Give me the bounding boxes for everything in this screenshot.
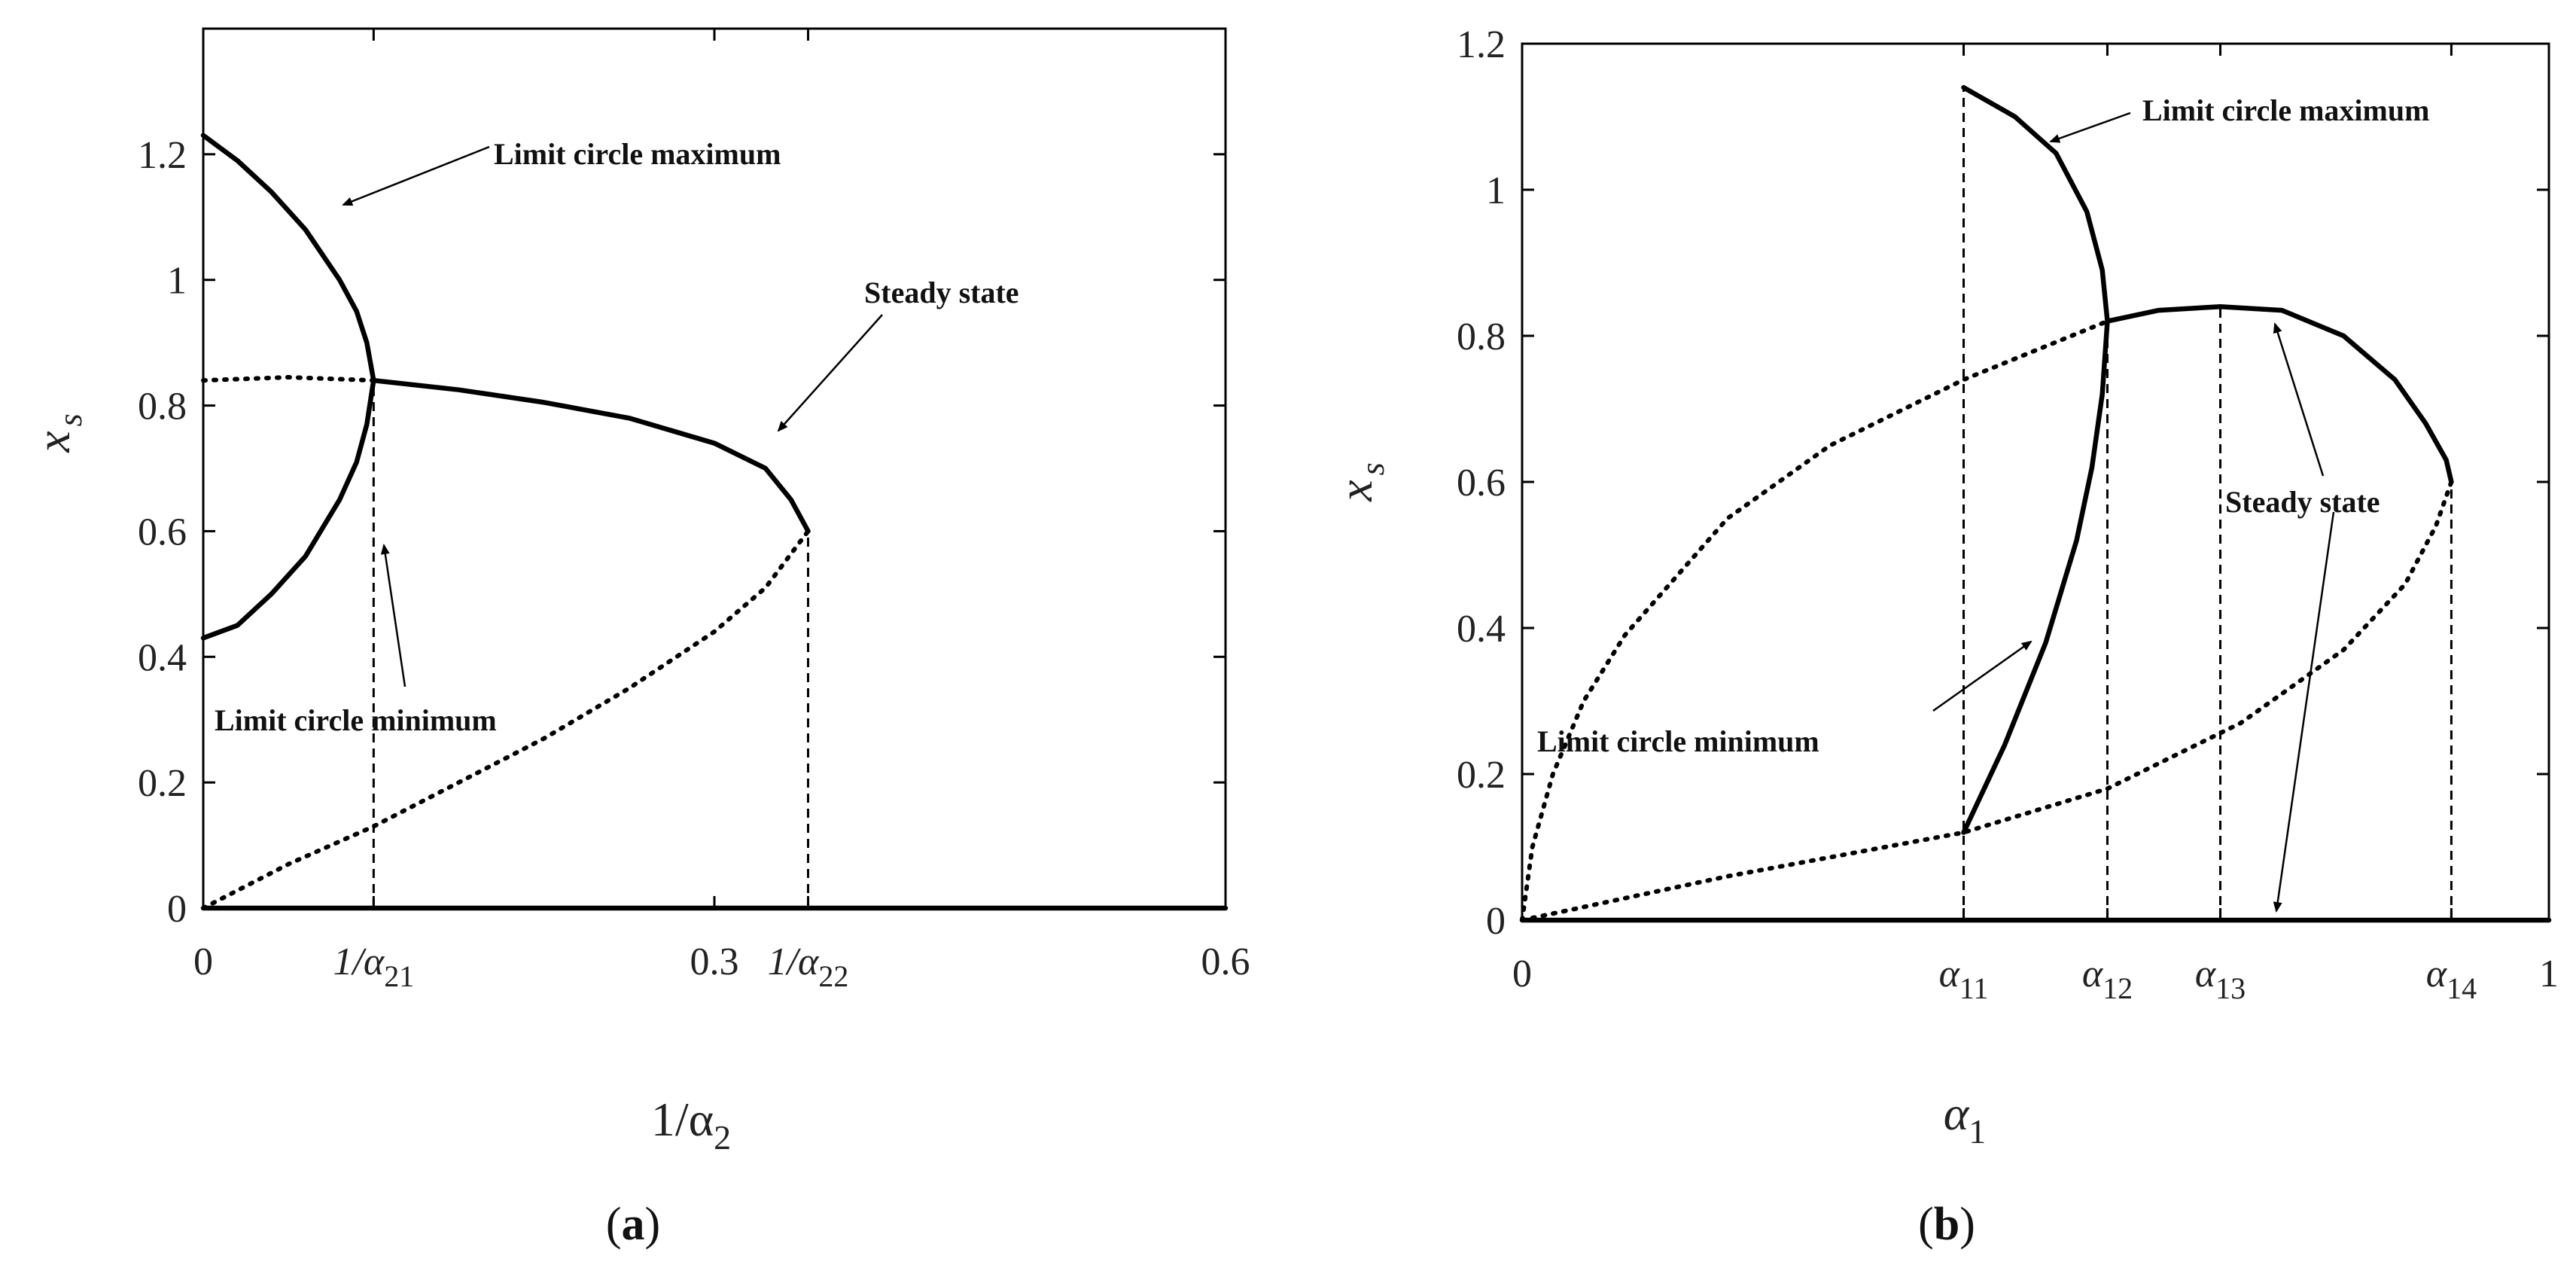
panel-a-y-tick-label: 0.4: [138, 636, 187, 679]
panel-a-x-axis-label: 1/α2: [651, 1093, 731, 1157]
panel-a-series-line-3: [201, 375, 376, 383]
panel-b-series-line-4: [1520, 319, 2110, 922]
panel-b-caption: (b): [1918, 1199, 1975, 1250]
panel-b-x-tick-label: α12: [2082, 953, 2133, 1005]
panel-a-guide-lines: [372, 380, 809, 908]
panel-a-caption: (a): [606, 1199, 660, 1250]
panel-b-series: [1519, 84, 2552, 923]
panel-b-series-line-2: [1961, 319, 2110, 835]
panel-b-y-tick-label: 1: [1486, 169, 1506, 212]
panel-a-x-tick-label: 0: [193, 940, 213, 983]
panel-a-y-tick-label: 0: [167, 888, 187, 931]
panel-a-x-tick-label: 1/α21: [333, 940, 414, 993]
panel-a-annotation-max: Limit circle maximum: [342, 137, 781, 206]
panel-a-series-line-4: [371, 377, 811, 534]
svg-text:Limit circle minimum: Limit circle minimum: [215, 703, 497, 737]
panel-a-x-tick-label: 0.6: [1201, 940, 1250, 983]
panel-b-annotation-steady: Steady state: [2225, 322, 2380, 913]
panel-b-annotation-max: Limit circle maximum: [2049, 93, 2429, 143]
panel-b-y-tick-label: 0.8: [1457, 316, 1506, 358]
panel-a-y-axis-label: xs: [26, 413, 89, 453]
svg-text:Limit circle minimum: Limit circle minimum: [1537, 724, 1819, 758]
panel-b-y-tick-label: 0: [1486, 900, 1506, 943]
panel-b-guide-lines: [1962, 87, 2453, 920]
panel-a-y-tick-label: 1: [167, 260, 187, 303]
panel-b-x-tick-label: α13: [2195, 953, 2246, 1005]
panel-b-y-tick-label: 0.6: [1457, 462, 1506, 504]
panel-a-series-line-5: [201, 529, 811, 910]
panel-b-x-tick-label: α11: [1939, 953, 1989, 1005]
panel-b-series-line-1: [1961, 84, 2110, 324]
panel-b-y-tick-label: 1.2: [1457, 23, 1506, 66]
panel-a-series-line-1: [200, 133, 376, 383]
panel-a-series: [200, 133, 1229, 911]
panel-b-plot-frame: [1521, 42, 2550, 922]
panel-a-y-tick-label: 1.2: [138, 134, 187, 177]
panel-a-annotation-steady: Steady state: [777, 276, 1019, 432]
panel-a-x-tick-label: 1/α22: [768, 940, 849, 993]
panel-b-x-tick-label: 1: [2539, 953, 2559, 995]
panel-b-ticks: 0 0.2 0.4 0.6 0.8 1 1.2 0 α11 α12 α13 α14 1: [1457, 23, 2559, 1005]
panel-b-x-axis-label: α1: [1944, 1087, 1987, 1151]
svg-text:Limit circle maximum: Limit circle maximum: [494, 137, 781, 171]
panel-a-chart: 0 0.2 0.4 0.6 0.8 1 1.2 0 1/α21 0.3 1/α22 0.6 xs 1/…: [26, 27, 1250, 1250]
panel-b-series-line-3: [2105, 303, 2454, 485]
panel-b-y-tick-label: 0.2: [1457, 754, 1506, 797]
panel-a-x-tick-label: 0.3: [690, 940, 739, 983]
panel-b-x-tick-label: 0: [1512, 953, 1532, 995]
panel-b-chart: 0 0.2 0.4 0.6 0.8 1 1.2 0 α11 α12 α13 α14 1 xs α1 Li…: [1329, 23, 2559, 1250]
panel-a-y-tick-label: 0.2: [138, 762, 187, 805]
svg-text:Steady state: Steady state: [2225, 485, 2380, 519]
panel-a-annotation-min: Limit circle minimum: [215, 544, 497, 737]
panel-a-series-line-2: [200, 377, 376, 641]
panel-b-annotation-min: Limit circle minimum: [1537, 640, 2032, 758]
panel-b-series-line-5: [1520, 480, 2454, 922]
panel-b-y-tick-label: 0.4: [1457, 608, 1506, 651]
svg-text:Steady state: Steady state: [864, 276, 1019, 309]
panel-b-x-tick-label: α14: [2426, 953, 2477, 1005]
svg-text:Limit circle maximum: Limit circle maximum: [2142, 93, 2429, 127]
panel-a-y-tick-label: 0.8: [138, 386, 187, 428]
panel-a-ticks: 0 0.2 0.4 0.6 0.8 1 1.2 0 1/α21 0.3 1/α22 0.6: [138, 29, 1250, 993]
panel-b-y-axis-label: xs: [1329, 462, 1391, 502]
panel-a-y-tick-label: 0.6: [138, 511, 187, 553]
